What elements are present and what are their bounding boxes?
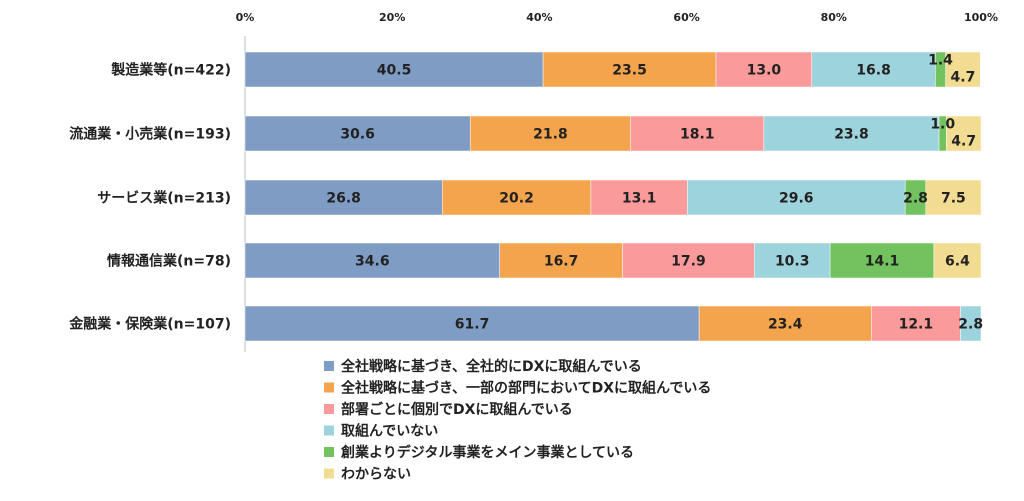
legend-swatch	[324, 468, 334, 479]
data-label: 2.8	[958, 317, 983, 333]
x-tick-label: 40%	[526, 11, 552, 24]
bar-segment	[933, 242, 982, 279]
data-label: 40.5	[377, 63, 412, 79]
legend-swatch	[324, 361, 334, 371]
bar-segment	[244, 305, 700, 342]
bar-segment	[715, 51, 812, 88]
x-tick-label: 60%	[673, 11, 699, 24]
category-label: 流通業・小売業(n=193)	[69, 126, 231, 143]
bar-segment	[542, 51, 717, 88]
legend-label: 全社戦略に基づき、一部の部門においてDXに取組んでいる	[340, 380, 711, 397]
legend-label: 部署ごとに個別でDXに取組んでいる	[341, 401, 573, 418]
legend-swatch	[324, 447, 334, 457]
bar-segment	[871, 305, 961, 342]
bar-segment	[698, 305, 872, 342]
legend-label: 全社戦略に基づき、全社的にDXに取組んでいる	[340, 358, 642, 375]
bar-segment	[829, 242, 935, 279]
category-label: 製造業等(n=422)	[110, 62, 231, 79]
data-label: 23.8	[834, 127, 869, 143]
bar-segment	[590, 179, 688, 216]
data-label: 30.6	[340, 127, 375, 143]
bar-segment	[244, 179, 443, 216]
data-label: 14.1	[865, 254, 900, 270]
data-label: 29.6	[779, 191, 814, 207]
category-label: サービス業(n=213)	[97, 190, 231, 207]
legend-label: 取組んでいない	[341, 423, 438, 440]
data-label: 1.4	[928, 53, 953, 69]
bar-segment	[244, 242, 500, 279]
data-label: 6.4	[945, 254, 970, 270]
bar-segment	[622, 242, 755, 279]
bar-segment	[469, 115, 631, 152]
data-label: 16.7	[544, 254, 579, 270]
bar-segment	[946, 115, 982, 152]
legend-label: わからない	[341, 467, 411, 483]
bar-segment	[960, 305, 982, 342]
x-tick-label: 80%	[821, 11, 847, 24]
category-label: 金融業・保険業(n=107)	[68, 316, 231, 333]
data-label: 18.1	[680, 127, 715, 143]
category-label: 情報通信業(n=78)	[107, 253, 231, 270]
legend-swatch	[324, 404, 334, 414]
x-tick-label: 100%	[964, 11, 998, 24]
data-label: 10.3	[775, 254, 810, 270]
data-label: 7.5	[941, 191, 966, 207]
legend-swatch	[324, 382, 334, 393]
data-label: 12.1	[899, 317, 934, 333]
bar-segment	[244, 115, 471, 152]
legend-label: 創業よりデジタル事業をメイン事業としている	[340, 444, 634, 461]
data-label: 4.7	[951, 134, 976, 150]
data-label: 26.8	[326, 191, 361, 207]
x-tick-label: 0%	[236, 11, 255, 24]
data-label: 34.6	[355, 254, 390, 270]
data-label: 4.7	[951, 70, 976, 86]
data-label: 13.0	[747, 63, 782, 79]
x-tick-label: 20%	[379, 11, 405, 24]
bar-segment	[763, 115, 940, 152]
data-label: 61.7	[455, 317, 490, 333]
data-label: 1.0	[930, 117, 955, 133]
data-label: 23.4	[768, 317, 803, 333]
bar-segment	[687, 179, 906, 216]
data-label: 2.8	[903, 191, 928, 207]
bar-segment	[499, 242, 623, 279]
bar-segment	[754, 242, 831, 279]
data-label: 20.2	[499, 191, 534, 207]
bar-segment	[244, 51, 544, 88]
bar-segment	[945, 51, 981, 88]
data-label: 16.8	[856, 63, 891, 79]
data-label: 17.9	[671, 254, 706, 270]
data-label: 13.1	[622, 191, 657, 207]
bar-segment	[925, 179, 982, 216]
bar-segment	[441, 179, 592, 216]
data-label: 23.5	[612, 63, 647, 79]
data-label: 21.8	[533, 127, 568, 143]
legend-swatch	[324, 425, 334, 436]
